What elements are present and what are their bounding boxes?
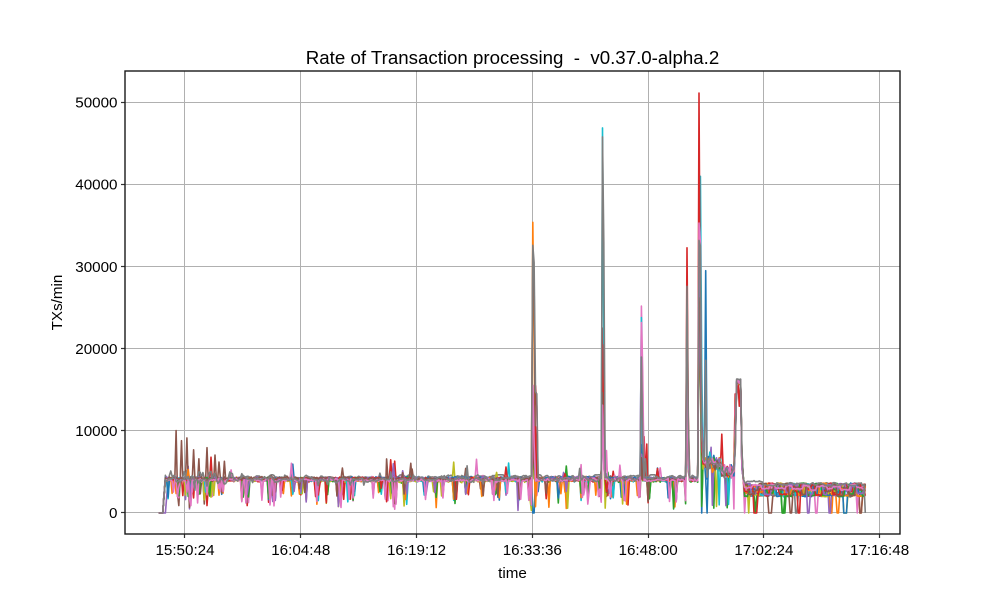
svg-text:17:02:24: 17:02:24 xyxy=(734,542,793,559)
svg-text:16:33:36: 16:33:36 xyxy=(503,542,562,559)
svg-text:20000: 20000 xyxy=(75,341,117,358)
svg-text:16:19:12: 16:19:12 xyxy=(387,542,446,559)
svg-text:TXs/min: TXs/min xyxy=(49,275,66,331)
svg-text:50000: 50000 xyxy=(75,95,117,112)
svg-text:17:16:48: 17:16:48 xyxy=(850,542,909,559)
svg-text:16:48:00: 16:48:00 xyxy=(619,542,678,559)
svg-text:10000: 10000 xyxy=(75,423,117,440)
svg-text:0: 0 xyxy=(109,505,117,522)
svg-text:15:50:24: 15:50:24 xyxy=(155,542,214,559)
svg-text:16:04:48: 16:04:48 xyxy=(271,542,330,559)
svg-text:40000: 40000 xyxy=(75,177,117,194)
svg-text:30000: 30000 xyxy=(75,259,117,276)
svg-text:Rate of Transaction processing: Rate of Transaction processing - v0.37.0… xyxy=(306,47,719,68)
svg-text:time: time xyxy=(498,565,527,582)
